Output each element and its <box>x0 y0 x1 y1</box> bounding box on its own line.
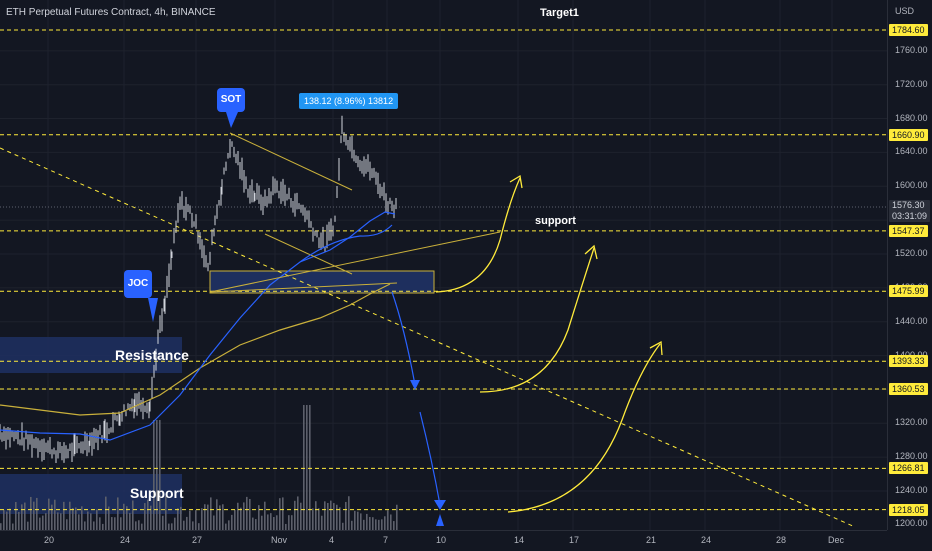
chart-title: Target1 <box>540 7 579 19</box>
joc-callout-pointer <box>148 298 158 322</box>
channel-upper-line <box>229 132 353 191</box>
time-label: Nov <box>271 535 288 545</box>
level-price-tag: 1218.05 <box>889 503 928 516</box>
downtrend-line <box>0 147 856 528</box>
moving-average-fast <box>0 211 396 441</box>
measure-info-box: 138.12 (8.96%) 13812 <box>299 93 399 109</box>
level-price-tag: 1660.90 <box>889 128 928 141</box>
price-tick: 1400.00 <box>895 350 928 360</box>
resistance-zone <box>0 337 182 373</box>
price-tick: 1440.00 <box>895 315 928 326</box>
price-tick: 1760.00 <box>895 44 928 55</box>
projection-path-blue-1 <box>299 224 393 263</box>
sot-callout-pointer <box>226 112 238 128</box>
currency-label: USD <box>895 6 915 16</box>
price-tick: 1600.00 <box>895 180 928 191</box>
sot-callout[interactable]: SOT <box>217 88 245 112</box>
time-label: 20 <box>44 535 55 545</box>
support-text: support <box>535 215 576 227</box>
level-price-tag: 1475.99 <box>889 285 928 298</box>
price-tick: 1720.00 <box>895 78 928 89</box>
price-tick: 1320.00 <box>895 417 928 428</box>
target-arrow-2-head <box>584 244 598 260</box>
price-candles <box>0 115 397 463</box>
target-arrow-2 <box>479 247 595 393</box>
time-axis[interactable]: 20 24 27 Nov 4 7 10 14 17 21 24 28 Dec <box>0 530 887 551</box>
time-label: 28 <box>776 535 787 545</box>
current-price-tag: 1576.30 03:31:09 <box>889 200 931 223</box>
rising-support-line <box>209 231 501 293</box>
time-label: 17 <box>569 535 580 545</box>
target-arrow-3 <box>507 343 661 513</box>
resistance-zone-label: Resistance <box>115 347 189 363</box>
level-price-tag: 1784.60 <box>889 24 928 37</box>
price-axis[interactable] <box>887 0 932 530</box>
bar-countdown: 03:31:09 <box>892 211 928 222</box>
chart-grid <box>0 0 887 530</box>
time-label: 10 <box>436 535 447 545</box>
moving-average-slow <box>0 283 391 416</box>
price-tick: 1680.00 <box>895 112 928 123</box>
current-price-value: 1576.30 <box>892 200 925 211</box>
level-price-tag: 1547.37 <box>889 224 928 237</box>
time-label: 21 <box>646 535 657 545</box>
demand-box <box>209 270 435 294</box>
price-tick: 1200.00 <box>895 518 928 528</box>
arrow-head-blue-1 <box>410 380 420 390</box>
level-price-tag: 1393.33 <box>889 355 928 368</box>
projection-path-blue-3 <box>419 411 441 506</box>
target-arrow-3-head <box>649 340 663 356</box>
support-zone-label: Support <box>130 485 184 501</box>
level-price-tag: 1360.53 <box>889 382 928 395</box>
projection-path-blue-2 <box>391 291 416 386</box>
symbol-title[interactable]: ETH Perpetual Futures Contract, 4h, BINA… <box>6 7 216 18</box>
time-label: 14 <box>514 535 525 545</box>
joc-callout[interactable]: JOC <box>124 270 152 298</box>
time-label: 7 <box>383 535 389 545</box>
target-arrow-1 <box>435 177 521 293</box>
price-tick: 1520.00 <box>895 248 928 258</box>
time-label: Dec <box>828 535 845 545</box>
price-tick: 1240.00 <box>895 485 928 496</box>
rising-support-line-2 <box>209 282 398 293</box>
time-label: 24 <box>120 535 131 545</box>
time-label: 27 <box>192 535 203 545</box>
chart-canvas[interactable] <box>0 0 887 530</box>
arrow-head-blue-2 <box>434 500 446 510</box>
price-tick: 1280.00 <box>895 451 928 462</box>
time-label: 24 <box>701 535 712 545</box>
target-arrow-1-head <box>509 174 523 189</box>
time-label: 4 <box>329 535 335 545</box>
level-price-tag: 1266.81 <box>889 462 928 475</box>
marker-triangle <box>436 514 444 526</box>
channel-lower-line <box>264 233 353 275</box>
price-levels <box>0 29 887 511</box>
volume-bars <box>0 405 398 530</box>
price-tick: 1640.00 <box>895 146 928 157</box>
